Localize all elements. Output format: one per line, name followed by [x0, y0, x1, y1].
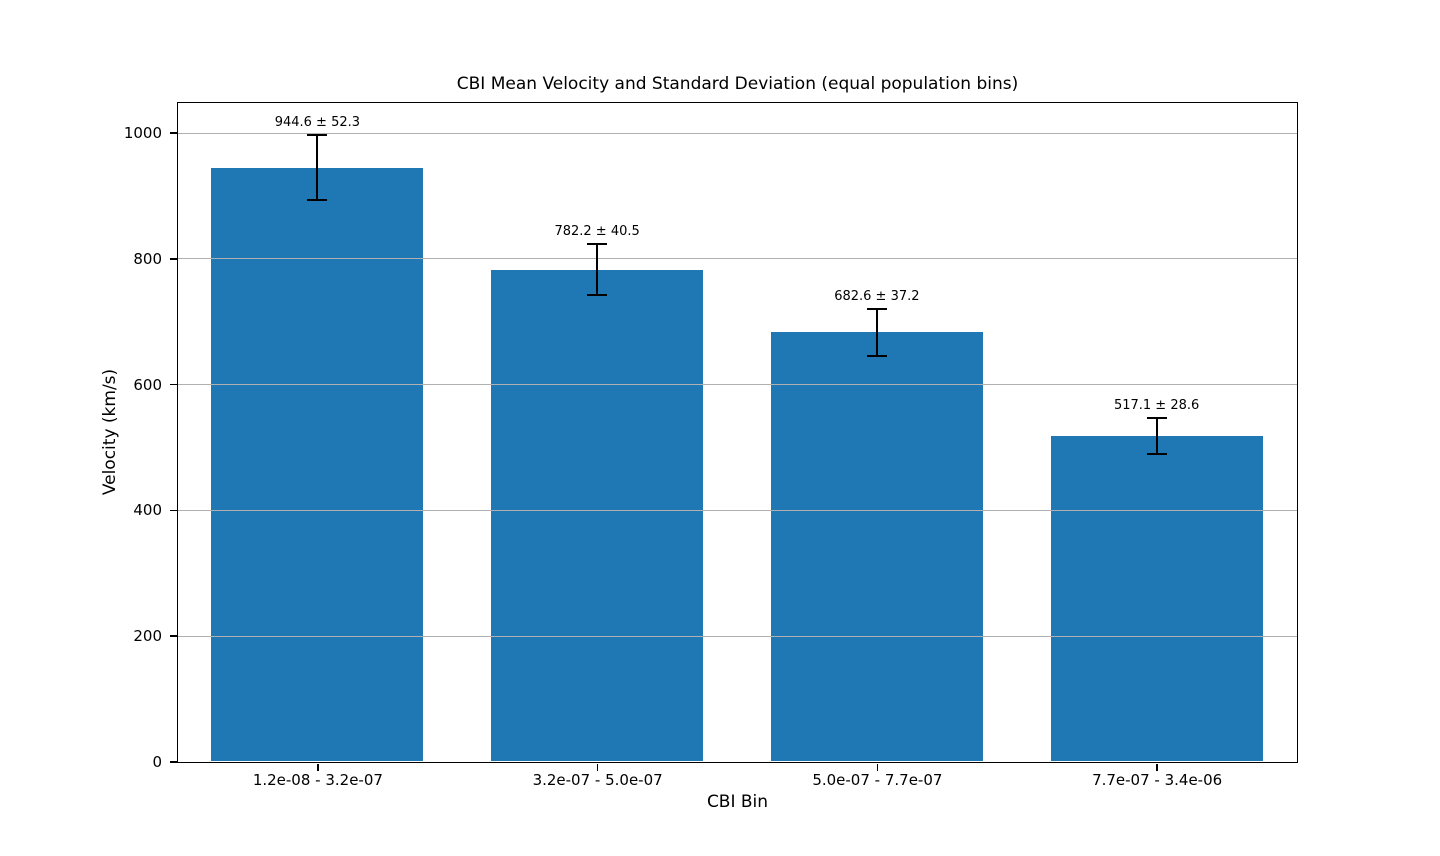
error-bar-cap-bottom	[587, 294, 608, 297]
error-bar-cap-top	[866, 307, 887, 310]
error-bar-cap-bottom	[866, 354, 887, 357]
y-tick-mark	[170, 761, 177, 763]
error-bar-cap-bottom	[1146, 453, 1167, 456]
bar-value-label: 944.6 ± 52.3	[274, 114, 361, 130]
error-bar-cap-top	[307, 133, 328, 136]
x-tick-mark	[876, 763, 879, 771]
y-tick-mark	[170, 258, 177, 260]
x-tick-label: 5.0e-07 - 7.7e-07	[812, 771, 943, 789]
plot-area: 944.6 ± 52.3 782.2 ± 40.5 682.6 ± 37.2 517.…	[176, 101, 1298, 763]
bar-value-label: 782.2 ± 40.5	[554, 224, 640, 240]
y-gridline	[177, 635, 1297, 637]
error-bar-line	[316, 134, 319, 201]
y-tick-mark	[170, 509, 177, 512]
y-tick-label: 800	[133, 249, 162, 268]
y-gridline	[177, 384, 1297, 386]
x-tick-mark	[596, 763, 599, 771]
y-tick-label: 1000	[123, 124, 162, 143]
x-tick-label: 1.2e-08 - 3.2e-07	[252, 771, 383, 789]
bar	[770, 332, 983, 762]
x-tick-label: 7.7e-07 - 3.4e-06	[1092, 771, 1223, 789]
bar	[491, 269, 704, 762]
error-bar-cap-top	[1146, 417, 1167, 420]
y-tick-label: 400	[133, 501, 162, 520]
y-tick-mark	[170, 132, 177, 134]
error-bar-cap-bottom	[307, 199, 328, 202]
y-tick-mark	[170, 635, 177, 637]
x-tick-mark	[1156, 763, 1158, 771]
y-tick-mark	[170, 383, 177, 386]
y-gridline	[177, 258, 1297, 260]
bar	[211, 167, 424, 762]
error-bar-line	[596, 244, 599, 296]
y-tick-label: 600	[133, 375, 162, 394]
error-bar-line	[875, 308, 878, 356]
error-bar-cap-top	[587, 243, 608, 246]
chart-title: CBI Mean Velocity and Standard Deviation…	[456, 74, 1019, 94]
bar-value-label: 517.1 ± 28.6	[1113, 398, 1200, 414]
x-tick-mark	[317, 763, 319, 771]
bar-value-label: 682.6 ± 37.2	[834, 288, 920, 304]
y-gridline	[177, 132, 1297, 134]
bar	[1050, 436, 1263, 762]
x-axis-label: CBI Bin	[706, 792, 769, 812]
y-gridline	[177, 509, 1297, 511]
y-tick-label: 200	[133, 627, 162, 646]
y-tick-label: 0	[152, 753, 162, 771]
x-tick-label: 3.2e-07 - 5.0e-07	[532, 771, 663, 789]
error-bar-line	[1155, 418, 1158, 455]
